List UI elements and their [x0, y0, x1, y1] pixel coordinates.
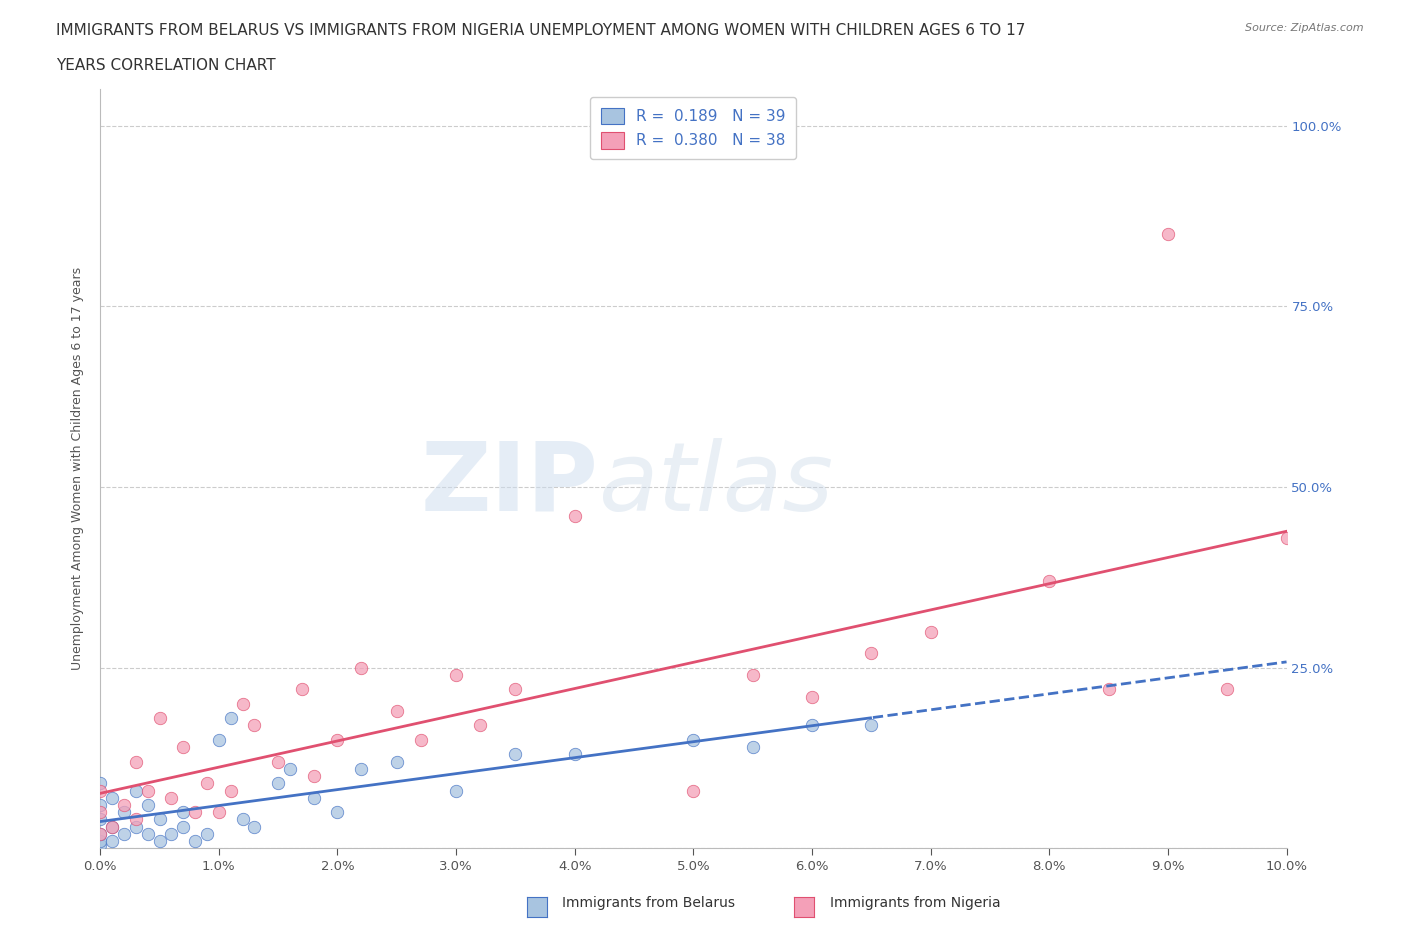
Point: [350, 660, 373, 675]
Point: [741, 739, 763, 754]
Point: [89, 776, 111, 790]
Point: [89, 804, 111, 819]
Point: [160, 827, 183, 842]
Point: [505, 682, 527, 697]
Point: [1038, 574, 1060, 589]
Point: [184, 833, 207, 848]
Text: atlas: atlas: [599, 437, 834, 530]
Point: [801, 718, 824, 733]
Point: [148, 833, 170, 848]
Point: [326, 804, 349, 819]
Legend: R =  0.189   N = 39, R =  0.380   N = 38: R = 0.189 N = 39, R = 0.380 N = 38: [591, 97, 796, 159]
Point: [125, 754, 148, 769]
Point: [1157, 227, 1180, 242]
Point: [267, 754, 290, 769]
Point: [101, 819, 124, 834]
Point: [682, 783, 704, 798]
Point: [920, 624, 942, 639]
Point: [172, 739, 194, 754]
Point: [89, 833, 111, 848]
Point: [219, 783, 242, 798]
Point: [741, 668, 763, 683]
Point: [291, 682, 314, 697]
Point: [232, 697, 254, 711]
Point: [160, 790, 183, 805]
Text: Source: ZipAtlas.com: Source: ZipAtlas.com: [1246, 23, 1364, 33]
Point: [860, 718, 883, 733]
Point: [125, 783, 148, 798]
Point: [101, 790, 124, 805]
Point: [468, 718, 491, 733]
Point: [89, 837, 111, 852]
Point: [172, 819, 194, 834]
Text: YEARS CORRELATION CHART: YEARS CORRELATION CHART: [56, 58, 276, 73]
Point: [136, 827, 159, 842]
Point: [385, 754, 408, 769]
Point: [89, 783, 111, 798]
Point: [172, 804, 194, 819]
Point: [112, 798, 135, 813]
Point: [136, 783, 159, 798]
Point: [1097, 682, 1119, 697]
Text: IMMIGRANTS FROM BELARUS VS IMMIGRANTS FROM NIGERIA UNEMPLOYMENT AMONG WOMEN WITH: IMMIGRANTS FROM BELARUS VS IMMIGRANTS FR…: [56, 23, 1025, 38]
Point: [195, 776, 218, 790]
Point: [232, 812, 254, 827]
Point: [112, 827, 135, 842]
Point: [89, 827, 111, 842]
Point: [505, 747, 527, 762]
Point: [682, 733, 704, 748]
Point: [89, 798, 111, 813]
Point: [564, 509, 586, 524]
Point: [125, 812, 148, 827]
Point: [101, 833, 124, 848]
Point: [1216, 682, 1239, 697]
Text: Immigrants from Belarus: Immigrants from Belarus: [562, 896, 735, 910]
Point: [101, 819, 124, 834]
Point: [112, 804, 135, 819]
Point: [444, 783, 467, 798]
Point: [208, 733, 231, 748]
Point: [267, 776, 290, 790]
Point: [278, 762, 301, 777]
Point: [860, 645, 883, 660]
Point: [385, 704, 408, 719]
Y-axis label: Unemployment Among Women with Children Ages 6 to 17 years: Unemployment Among Women with Children A…: [72, 267, 84, 671]
Point: [89, 827, 111, 842]
Point: [564, 747, 586, 762]
Point: [208, 804, 231, 819]
Text: ZIP: ZIP: [420, 437, 599, 530]
Point: [89, 812, 111, 827]
Point: [125, 819, 148, 834]
Point: [148, 711, 170, 725]
Point: [195, 827, 218, 842]
Point: [136, 798, 159, 813]
Point: [801, 689, 824, 704]
Point: [302, 790, 325, 805]
Point: [1275, 530, 1298, 545]
Point: [219, 711, 242, 725]
Point: [243, 718, 266, 733]
Text: Immigrants from Nigeria: Immigrants from Nigeria: [830, 896, 1000, 910]
Point: [326, 733, 349, 748]
Point: [409, 733, 432, 748]
Point: [184, 804, 207, 819]
Point: [444, 668, 467, 683]
Point: [148, 812, 170, 827]
Point: [302, 768, 325, 783]
Point: [243, 819, 266, 834]
Point: [350, 762, 373, 777]
